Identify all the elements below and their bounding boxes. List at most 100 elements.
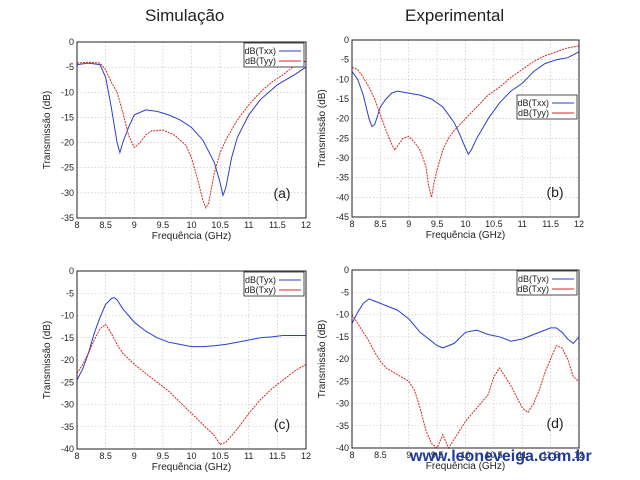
x-tick-label: 10.5 <box>485 219 503 229</box>
x-tick-label: 11 <box>518 450 527 460</box>
x-tick-label: 10 <box>460 450 470 460</box>
x-tick-label: 8 <box>74 451 79 461</box>
x-tick-label: 10 <box>460 219 470 229</box>
x-tick-label: 9.5 <box>157 220 170 230</box>
panel-label: (c) <box>274 416 290 432</box>
x-tick-label: 10.5 <box>211 451 229 461</box>
x-axis-label: Frequência (GHz) <box>152 231 231 242</box>
y-tick-label: -35 <box>336 173 349 183</box>
chart-panel-2: 8 8.5 9 9.5 10 10.5 11 11.5 12 0 -5 -10 -15 -20 -25 -30… <box>317 35 584 241</box>
y-tick-label: 0 <box>344 265 349 275</box>
y-tick-label: -30 <box>336 153 349 163</box>
watermark: www.leoneveiga.com.br <box>410 448 592 465</box>
x-tick-label: 10 <box>186 451 196 461</box>
legend-entry-label: dB(Tyy) <box>518 108 549 118</box>
y-tick-label: -40 <box>336 443 349 453</box>
y-axis-label: Transmissão (dB) <box>317 320 328 399</box>
series-line-dbtyx <box>76 297 306 381</box>
plot-frame <box>351 39 580 218</box>
y-tick-label: -10 <box>61 87 74 97</box>
y-tick-label: -35 <box>61 422 74 432</box>
panel-label: (b) <box>546 184 563 200</box>
legend-entry-label: dB(Tyx) <box>518 274 549 284</box>
x-axis-label: Frequência (GHz) <box>426 461 505 472</box>
y-tick-label: -10 <box>61 311 74 321</box>
x-axis-label: Frequência (GHz) <box>426 230 505 241</box>
legend-entry-label: dB(Txx) <box>518 98 550 108</box>
legend: dB(Tyx)dB(Txy) <box>243 271 305 297</box>
x-tick-label: 9 <box>132 220 137 230</box>
legend-entry-label: dB(Txy) <box>518 284 550 294</box>
y-tick-label: -30 <box>61 400 74 410</box>
y-tick-label: -5 <box>341 287 349 297</box>
series-line-dbtyx <box>351 298 580 349</box>
y-tick-label: 0 <box>344 35 349 45</box>
y-tick-label: -15 <box>336 332 349 342</box>
x-tick-label: 12 <box>301 220 311 230</box>
x-tick-label: 9.5 <box>431 450 444 460</box>
y-tick-label: -30 <box>61 188 74 198</box>
y-tick-label: -40 <box>336 192 349 202</box>
x-tick-label: 11 <box>244 220 253 230</box>
legend-box <box>243 271 305 297</box>
legend-entry-label: dB(Tyy) <box>245 56 276 66</box>
x-tick-label: 8.5 <box>374 450 387 460</box>
title-experimental: Experimental <box>405 6 505 25</box>
x-tick-label: 10 <box>186 220 196 230</box>
y-tick-label: -15 <box>336 94 349 104</box>
plot-frame <box>351 269 580 449</box>
chart-panel-4: 8 8.5 9 9.5 10 10.5 11 11.5 12 0 -5 -10 -15 -20 -25 -30… <box>317 265 584 472</box>
y-tick-label: -5 <box>66 62 74 72</box>
y-tick-label: -35 <box>336 421 349 431</box>
y-tick-label: -35 <box>61 213 74 223</box>
y-tick-label: -10 <box>336 310 349 320</box>
chart-panel-3: 8 8.5 9 9.5 10 10.5 11 11.5 12 0 -5 -10 -15 -20 -25 -30… <box>42 266 311 473</box>
series-line-dbtyy <box>76 60 307 210</box>
series-line-dbtxy <box>76 323 307 446</box>
x-tick-label: 9.5 <box>157 451 170 461</box>
plot-frame <box>76 270 307 450</box>
series-line-dbtyy <box>351 45 580 198</box>
legend-entry-label: dB(Txy) <box>245 285 277 295</box>
x-tick-label: 12 <box>574 450 584 460</box>
legend-entry-label: dB(Tyx) <box>245 275 276 285</box>
legend-box <box>243 42 305 68</box>
y-tick-label: -10 <box>336 74 349 84</box>
y-tick-label: -20 <box>336 114 349 124</box>
x-tick-label: 8 <box>74 220 79 230</box>
plot-frame <box>76 41 307 219</box>
y-tick-label: -20 <box>336 354 349 364</box>
x-tick-label: 11.5 <box>542 450 559 460</box>
legend-entry-label: dB(Txx) <box>245 46 277 56</box>
x-tick-label: 8.5 <box>99 451 112 461</box>
x-tick-label: 10.5 <box>485 450 503 460</box>
x-tick-label: 11.5 <box>269 220 286 230</box>
x-tick-label: 8.5 <box>99 220 112 230</box>
x-tick-label: 11 <box>244 451 253 461</box>
legend: dB(Txx)dB(Tyy) <box>516 94 578 120</box>
y-tick-label: -45 <box>336 212 349 222</box>
y-tick-label: -25 <box>336 376 349 386</box>
y-tick-label: -30 <box>336 399 349 409</box>
panel-label: (a) <box>273 185 290 201</box>
x-tick-label: 8 <box>349 450 354 460</box>
legend-box <box>516 94 578 120</box>
y-tick-label: -40 <box>61 444 74 454</box>
x-tick-label: 8 <box>349 219 354 229</box>
x-tick-label: 8.5 <box>374 219 387 229</box>
series-line-dbtxy <box>351 314 580 450</box>
x-tick-label: 9 <box>132 451 137 461</box>
x-tick-label: 12 <box>301 451 311 461</box>
y-tick-label: -25 <box>61 377 74 387</box>
x-tick-label: 9 <box>406 219 411 229</box>
y-tick-label: -5 <box>341 55 349 65</box>
legend: dB(Tyx)dB(Txy) <box>516 270 578 296</box>
x-tick-label: 11 <box>518 219 527 229</box>
legend: dB(Txx)dB(Tyy) <box>243 42 305 68</box>
x-axis-label: Frequência (GHz) <box>152 462 231 473</box>
y-tick-label: 0 <box>69 37 74 47</box>
x-tick-label: 11.5 <box>269 451 286 461</box>
legend-box <box>516 270 578 296</box>
chart-panel-1: 8 8.5 9 9.5 10 10.5 11 11.5 12 0 -5 -10 -15 -20 -25 -30… <box>42 37 311 242</box>
